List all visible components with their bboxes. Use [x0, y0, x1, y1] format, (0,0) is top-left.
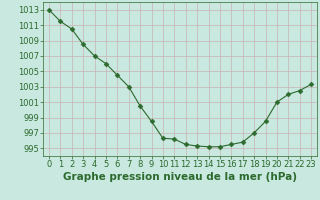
X-axis label: Graphe pression niveau de la mer (hPa): Graphe pression niveau de la mer (hPa) [63, 172, 297, 182]
